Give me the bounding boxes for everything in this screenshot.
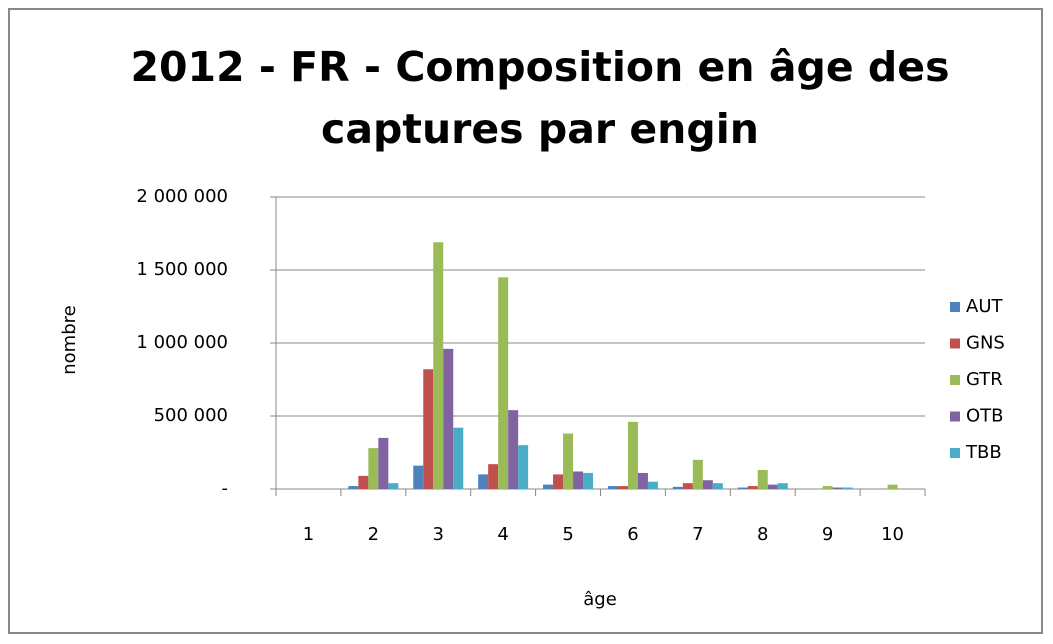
x-tick-label: 2 (368, 524, 379, 545)
bar (887, 484, 898, 489)
bar (627, 421, 638, 489)
legend-swatch (950, 375, 960, 385)
bar (842, 487, 853, 489)
bar (388, 483, 399, 489)
bar (488, 464, 499, 489)
legend-label: GTR (966, 369, 1003, 390)
bar (672, 486, 683, 489)
bar (617, 486, 628, 489)
bar (692, 459, 703, 489)
bar (478, 474, 489, 489)
x-tick-label: 3 (433, 524, 444, 545)
x-tick-label: 1 (303, 524, 314, 545)
y-tick-label: - (222, 478, 229, 499)
bar (737, 487, 748, 489)
bar (832, 487, 843, 489)
bar (777, 483, 788, 489)
y-tick-label: 500 000 (154, 405, 228, 426)
bar (518, 445, 529, 489)
bar (822, 486, 833, 489)
x-tick-label: 9 (822, 524, 833, 545)
x-tick-label: 7 (692, 524, 703, 545)
legend-label: GNS (966, 333, 1005, 354)
bar (543, 484, 554, 489)
bar (498, 277, 509, 489)
bar (583, 472, 594, 489)
bar (423, 369, 434, 489)
x-tick-label: 10 (881, 524, 904, 545)
bar (453, 427, 464, 489)
y-tick-label: 1 000 000 (136, 332, 228, 353)
legend-label: TBB (965, 442, 1002, 463)
bar (433, 242, 444, 489)
x-tick-label: 6 (627, 524, 638, 545)
legend-swatch (950, 338, 960, 349)
x-tick-label: 5 (562, 524, 573, 545)
bar (757, 470, 768, 489)
bar (413, 465, 424, 489)
x-tick-label: 4 (497, 524, 508, 545)
chart-frame (8, 8, 1043, 634)
x-axis-label: âge (583, 589, 617, 610)
bar (563, 433, 574, 489)
bar (368, 448, 379, 489)
bar (767, 484, 778, 489)
bar (553, 474, 564, 489)
bar (682, 483, 693, 489)
bar (378, 437, 389, 489)
bar (443, 348, 454, 489)
bar (712, 483, 723, 489)
y-tick-label: 2 000 000 (136, 186, 228, 207)
bar (607, 486, 618, 489)
legend-label: OTB (966, 406, 1004, 427)
legend-swatch (950, 411, 960, 422)
x-tick-label: 8 (757, 524, 768, 545)
bar (637, 472, 648, 489)
bar (573, 471, 584, 489)
bar (348, 486, 359, 489)
legend-swatch (950, 302, 960, 312)
bar (508, 410, 519, 489)
bar (747, 486, 758, 489)
bar (358, 475, 369, 489)
legend-swatch (950, 448, 960, 458)
y-tick-label: 1 500 000 (136, 259, 228, 280)
bar (702, 480, 713, 489)
bar (647, 481, 658, 489)
chart-title: 2012 - FR - Composition en âge des captu… (130, 43, 950, 153)
legend-label: AUT (966, 296, 1003, 317)
y-axis-label: nombre (59, 305, 80, 374)
